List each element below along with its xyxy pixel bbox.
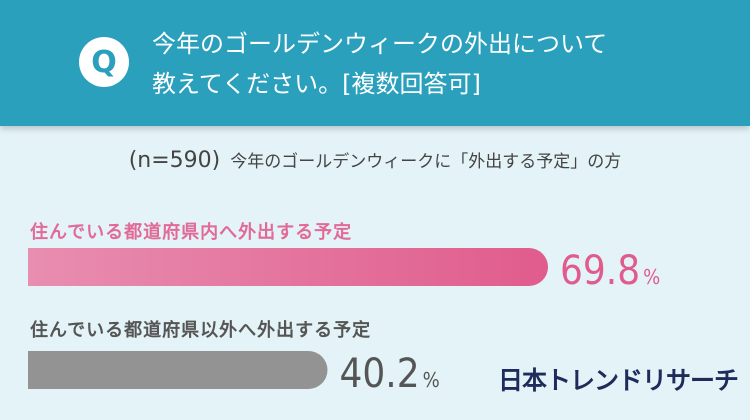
- category-label-out-of-prefecture: 住んでいる都道府県以外へ外出する予定: [30, 320, 372, 341]
- question-text: 今年のゴールデンウィークの外出について 教えてください。[複数回答可]: [152, 24, 732, 104]
- category-label-in-prefecture: 住んでいる都道府県内へ外出する予定: [30, 222, 353, 243]
- bar-in-prefecture: [28, 248, 549, 286]
- value-label-in-prefecture: 69.8%: [560, 248, 660, 294]
- question-header: Q 今年のゴールデンウィークの外出について 教えてください。[複数回答可]: [0, 0, 750, 126]
- q-badge: Q: [79, 37, 129, 87]
- question-line-1: 今年のゴールデンウィークの外出について: [152, 30, 608, 58]
- subtitle-text: 今年のゴールデンウィークに「外出する予定」の方: [230, 152, 622, 172]
- sample-size: (n=590): [128, 148, 221, 173]
- value-label-out-of-prefecture: 40.2%: [339, 351, 439, 397]
- chart-subtitle: (n=590) 今年のゴールデンウィークに「外出する予定」の方: [0, 149, 750, 174]
- question-line-2: 教えてください。[複数回答可]: [152, 70, 481, 98]
- bar-out-of-prefecture: [28, 351, 328, 389]
- brand-logo: 日本トレンドリサーチ: [498, 366, 739, 395]
